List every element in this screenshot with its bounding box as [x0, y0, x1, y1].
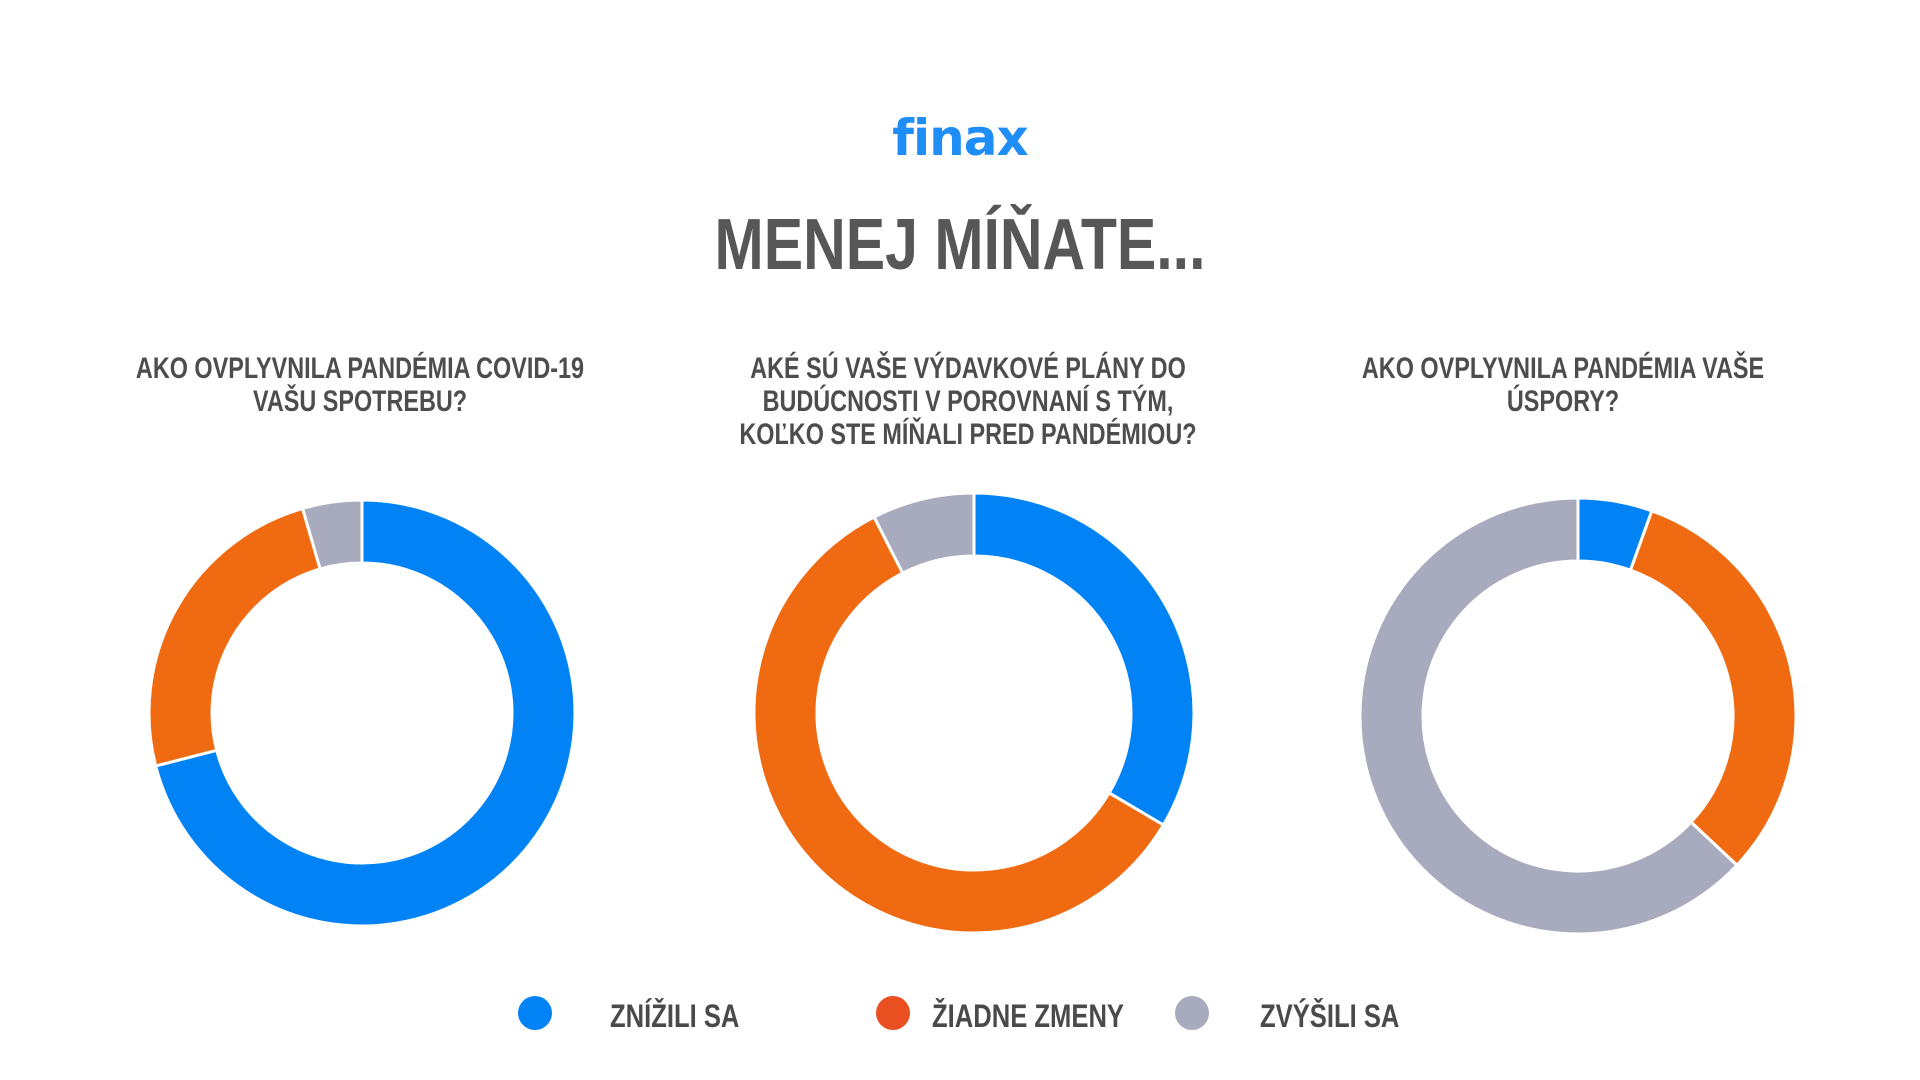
chart-1-slice-ziadne-zmeny	[147, 506, 323, 768]
finax-logo: finax	[892, 109, 1028, 167]
chart-3-slice-ziadne-zmeny	[1628, 508, 1798, 868]
chart-1-slice-znizili	[153, 498, 577, 928]
chart-2-slice-zvysili	[872, 491, 976, 576]
legend-label-ziadne-zmeny: ŽIADNE ZMENY	[932, 998, 1124, 1034]
legend-dot-zvysili	[1175, 996, 1209, 1030]
chart-3-title: AKO OVPLYVNILA PANDÉMIA VAŠE ÚSPORY?	[1361, 352, 1765, 418]
chart-1-title: AKO OVPLYVNILA PANDÉMIA COVID-19 VAŠU SP…	[135, 352, 585, 418]
page-title: MENEJ MÍŇATE...	[714, 205, 1206, 285]
chart-2-slice-ziadne-zmeny	[752, 514, 1166, 935]
legend-label-znizili: ZNÍŽILI SA	[610, 998, 740, 1034]
legend-label-zvysili: ZVÝŠILI SA	[1260, 998, 1400, 1034]
chart-2-slice-znizili	[972, 491, 1196, 828]
chart-3-slice-zvysili	[1358, 496, 1740, 936]
legend-dot-ziadne-zmeny	[876, 996, 910, 1030]
chart-2-title: AKÉ SÚ VAŠE VÝDAVKOVÉ PLÁNY DO BUDÚCNOST…	[739, 352, 1197, 451]
chart-1-slice-zvysili	[300, 498, 364, 571]
legend-dot-znizili	[518, 996, 552, 1030]
